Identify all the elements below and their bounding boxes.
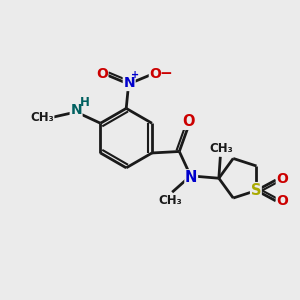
Text: +: + — [131, 70, 139, 80]
Text: −: − — [159, 66, 172, 81]
Text: O: O — [96, 67, 108, 81]
Text: O: O — [276, 172, 288, 187]
Text: N: N — [70, 103, 82, 118]
Text: S: S — [250, 183, 261, 198]
Text: N: N — [185, 170, 197, 185]
Text: O: O — [276, 194, 288, 208]
Text: H: H — [80, 96, 90, 109]
Text: CH₃: CH₃ — [209, 142, 233, 155]
Text: CH₃: CH₃ — [159, 194, 183, 207]
Text: O: O — [182, 114, 195, 129]
Text: N: N — [123, 76, 135, 90]
Text: CH₃: CH₃ — [30, 111, 54, 124]
Text: O: O — [149, 67, 161, 81]
